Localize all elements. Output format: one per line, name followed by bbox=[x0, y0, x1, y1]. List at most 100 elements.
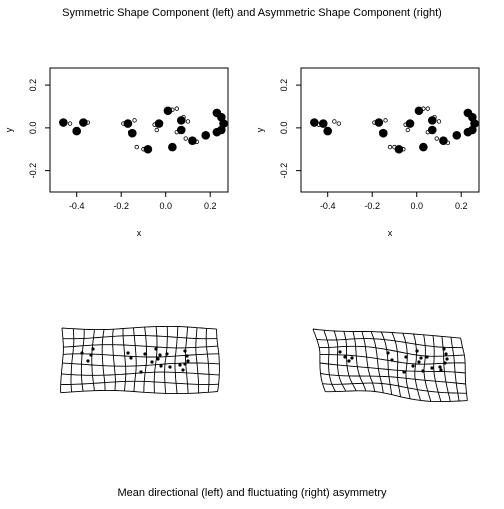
consensus-point bbox=[212, 127, 222, 137]
grid-row-line bbox=[62, 362, 220, 367]
grid-col-line bbox=[402, 333, 411, 399]
grid-col-line bbox=[91, 329, 95, 391]
consensus-point bbox=[310, 118, 319, 127]
grid-col-line bbox=[312, 328, 326, 392]
x-tick-label: -0.4 bbox=[320, 201, 336, 211]
specimen-point bbox=[332, 119, 337, 124]
consensus-point bbox=[439, 136, 448, 145]
consensus-point bbox=[405, 119, 415, 128]
grid-landmark bbox=[402, 370, 406, 374]
grid-landmark bbox=[185, 354, 189, 358]
y-axis-label: y bbox=[4, 127, 14, 132]
figure-title: Symmetric Shape Component (left) and Asy… bbox=[62, 7, 442, 19]
x-tick-label: -0.4 bbox=[69, 201, 85, 211]
asymmetric-component-plot: -0.4 -0.2 0.0 0.2 -0.2 0.0 0.2 x y bbox=[255, 67, 480, 238]
grid-landmark bbox=[181, 368, 185, 372]
grid-row-line bbox=[320, 373, 466, 385]
figure-caption: Mean directional (left) and fluctuating … bbox=[118, 487, 387, 499]
specimen-point bbox=[174, 106, 180, 111]
grid-landmark bbox=[158, 353, 162, 357]
grid-col-line bbox=[441, 336, 451, 402]
grid-row-line bbox=[322, 382, 467, 394]
grid-landmark bbox=[430, 366, 434, 370]
grid-row-line bbox=[325, 390, 468, 403]
specimen-point bbox=[405, 127, 410, 133]
grid-landmark bbox=[80, 351, 84, 355]
specimen-point bbox=[434, 136, 439, 141]
grid-landmark bbox=[443, 361, 447, 365]
grid-landmark bbox=[445, 357, 449, 361]
consensus-point bbox=[143, 144, 153, 154]
grid-col-line bbox=[343, 331, 357, 391]
x-tick-label: 0.2 bbox=[455, 201, 468, 211]
grid-col-line bbox=[380, 331, 393, 395]
consensus-point bbox=[452, 131, 462, 140]
consensus-point bbox=[318, 119, 328, 128]
y-axis-label: y bbox=[255, 127, 265, 132]
grid-row-line bbox=[62, 335, 217, 340]
grid-landmark bbox=[343, 355, 347, 359]
grid-row-line bbox=[319, 362, 466, 374]
grid-landmark bbox=[415, 349, 419, 353]
grid-landmark bbox=[390, 358, 394, 362]
grid-landmark bbox=[347, 359, 351, 363]
specimen-point bbox=[336, 121, 342, 126]
grid-landmark bbox=[183, 362, 187, 366]
grid-col-line bbox=[80, 329, 85, 392]
consensus-point bbox=[201, 131, 211, 140]
grid-row-line bbox=[60, 389, 218, 395]
x-tick-label: 0.0 bbox=[159, 201, 172, 211]
grid-col-line bbox=[133, 327, 137, 392]
grid-col-line bbox=[352, 331, 367, 392]
grid-landmark bbox=[444, 352, 448, 356]
grid-landmark bbox=[404, 355, 408, 359]
grid-landmark bbox=[91, 347, 95, 351]
x-tick-label: 0.2 bbox=[204, 201, 217, 211]
x-axis-label: x bbox=[137, 228, 142, 238]
grid-landmark bbox=[150, 360, 154, 364]
consensus-point bbox=[427, 125, 437, 135]
grid-landmark bbox=[86, 359, 90, 363]
grid-landmark bbox=[183, 349, 187, 353]
grid-col-line bbox=[391, 332, 402, 397]
consensus-point bbox=[176, 125, 186, 135]
x-tick-label: 0.0 bbox=[410, 201, 423, 211]
grid-col-line bbox=[323, 330, 336, 392]
grid-row-line bbox=[61, 325, 217, 331]
grid-landmark bbox=[417, 360, 421, 364]
specimen-point bbox=[67, 121, 73, 126]
grid-row-line bbox=[63, 353, 219, 358]
grid-col-line bbox=[101, 329, 106, 391]
grid-landmark bbox=[425, 355, 429, 359]
consensus-point bbox=[394, 144, 404, 154]
grid-col-line bbox=[164, 326, 168, 394]
consensus-point bbox=[374, 118, 384, 127]
grid-col-line bbox=[333, 330, 347, 392]
grid-landmark bbox=[419, 356, 423, 360]
grid-row-line bbox=[316, 338, 463, 349]
consensus-point bbox=[72, 126, 81, 136]
grid-landmark bbox=[154, 347, 158, 351]
grid-col-line bbox=[153, 326, 158, 393]
y-tick-label: -0.2 bbox=[279, 163, 289, 179]
consensus-point bbox=[427, 116, 437, 125]
grid-col-line bbox=[70, 328, 75, 392]
grid-landmark bbox=[186, 359, 190, 363]
consensus-point bbox=[59, 118, 68, 127]
fluctuating-asymmetry-grid bbox=[312, 328, 468, 403]
grid-col-line bbox=[450, 337, 460, 402]
grid-landmark bbox=[386, 351, 390, 355]
consensus-point bbox=[128, 128, 137, 138]
consensus-point bbox=[323, 126, 333, 136]
grid-landmark bbox=[350, 356, 354, 360]
grid-row-line bbox=[312, 328, 461, 339]
specimen-point bbox=[383, 118, 388, 123]
grid-col-line bbox=[60, 327, 64, 393]
x-tick-label: -0.2 bbox=[364, 201, 380, 211]
grid-col-line bbox=[122, 328, 127, 391]
x-axis-label: x bbox=[388, 228, 393, 238]
specimen-point bbox=[425, 106, 431, 111]
grid-landmark bbox=[439, 368, 443, 372]
grid-col-line bbox=[184, 326, 189, 394]
